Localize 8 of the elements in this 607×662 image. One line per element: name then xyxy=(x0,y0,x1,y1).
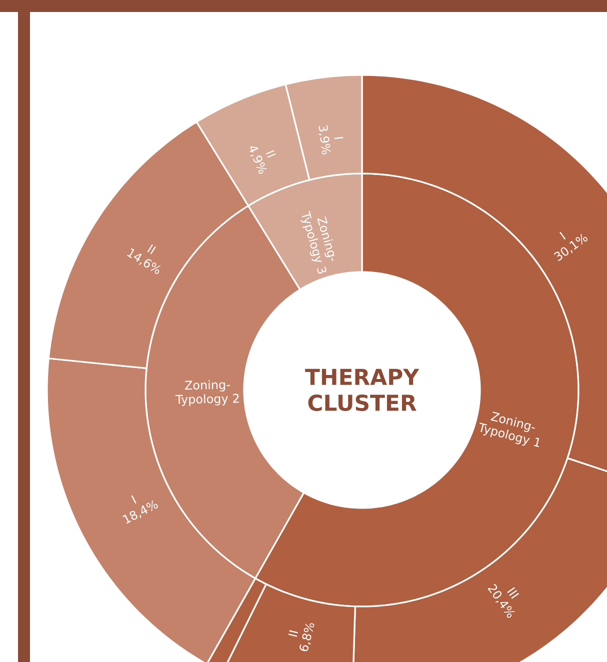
slice-label: II xyxy=(288,630,298,637)
data-label: 4,9% xyxy=(250,146,268,174)
data-label: 6,8% xyxy=(300,623,314,652)
slice-label: II xyxy=(266,150,276,158)
slice-label: I xyxy=(334,136,344,140)
slice-label: Zoning-Typology 2 xyxy=(175,380,239,406)
text: THERAPY CLUSTER xyxy=(305,368,420,412)
data-label: 3,9% xyxy=(318,125,331,154)
